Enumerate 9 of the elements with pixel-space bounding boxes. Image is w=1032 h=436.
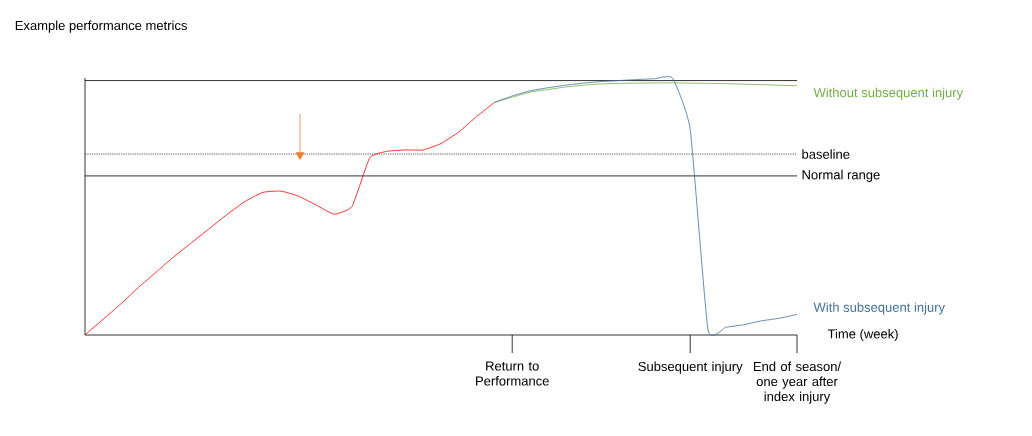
x-tick-label: Subsequent injury [638,361,743,374]
ref-line-label: baseline [802,149,850,159]
series-label: With subsequent injury [813,302,945,315]
x-tick-label: End of season/ one year after index injury [753,361,842,404]
x-axis-title: Time (week) [827,328,898,342]
ref-line-label: Normal range [802,169,880,182]
series-label: Without subsequent injury [813,87,964,100]
y-axis-title: Example performance metrics [15,20,187,33]
x-tick-label: Return to Performance [476,361,549,386]
